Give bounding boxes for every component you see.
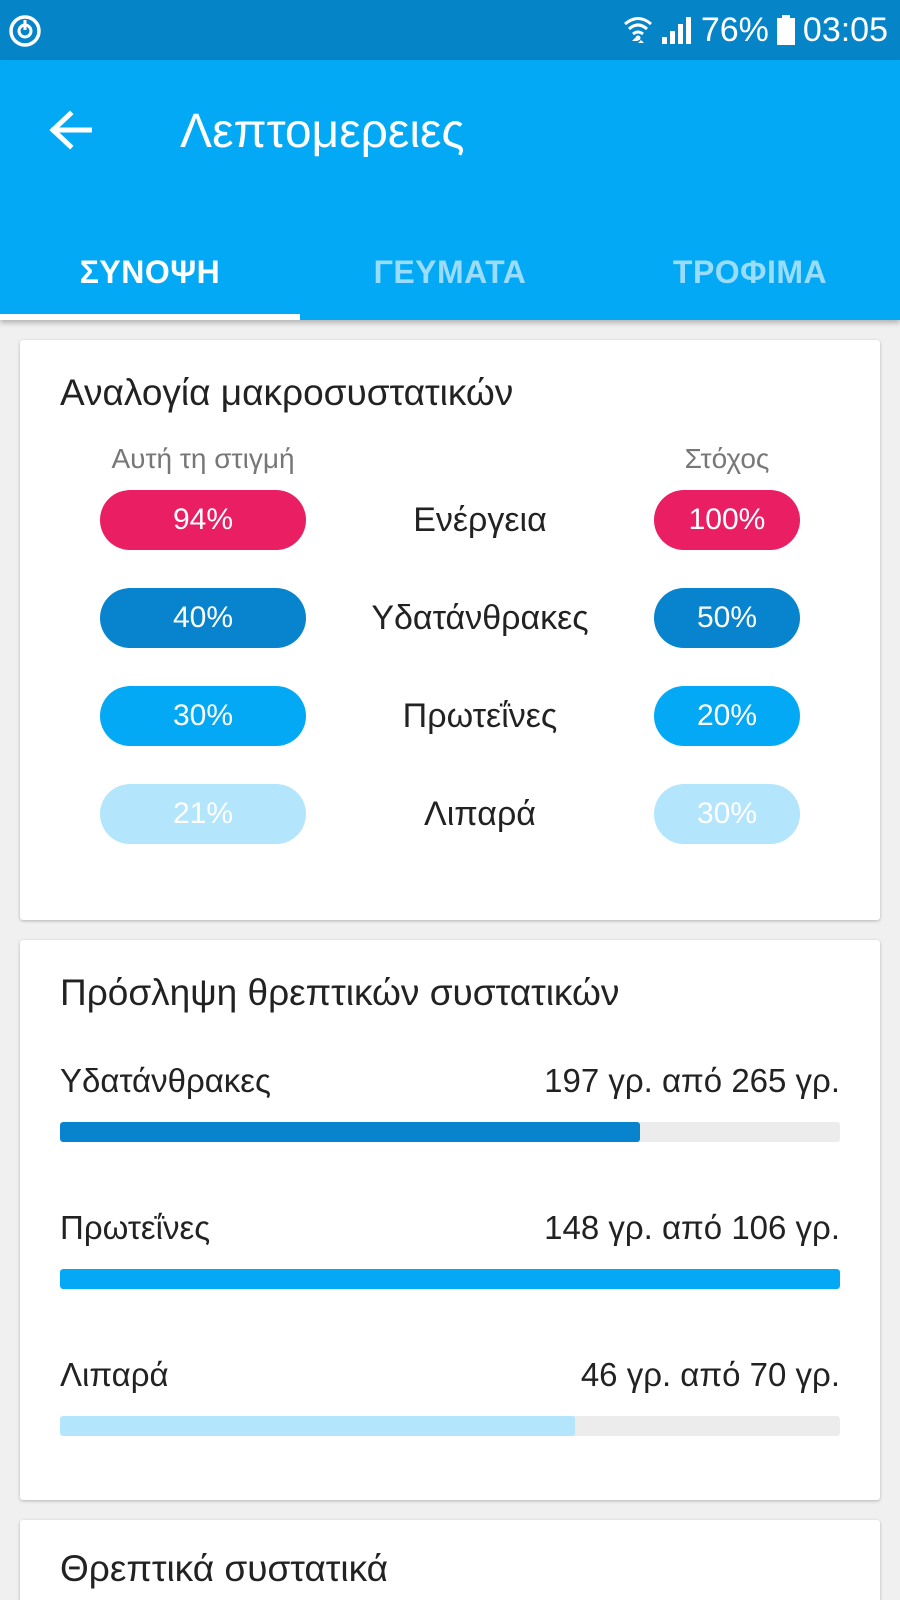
- nutrient-name: Υδατάνθρακες: [60, 1062, 271, 1099]
- macro-label: Υδατάνθρακες: [371, 599, 589, 637]
- progress-fill: [60, 1122, 640, 1142]
- nutrients-card: Θρεπτικά συστατικά: [20, 1520, 880, 1600]
- current-percent-pill: 94%: [100, 490, 306, 550]
- nutrient-name: Πρωτεΐνες: [60, 1209, 211, 1246]
- current-percent-pill: 30%: [100, 686, 306, 746]
- nutrient-name: Λιπαρά: [60, 1356, 169, 1393]
- progress-fill: [60, 1416, 575, 1436]
- current-percent-pill: 21%: [100, 784, 306, 844]
- current-column-header: Αυτή τη στιγμή: [111, 443, 295, 474]
- battery-percent: 76%: [700, 10, 769, 49]
- macro-label: Πρωτεΐνες: [402, 697, 558, 735]
- nutrient-value: 197 γρ. από 265 γρ.: [544, 1062, 840, 1099]
- goal-percent-pill: 50%: [654, 588, 800, 648]
- arrow-back-icon: [49, 110, 92, 150]
- macro-ratio-card: Αναλογία μακροσυστατικών Αυτή τη στιγμή …: [20, 340, 880, 920]
- app-bar: Λεπτομερειες ΣΥΝΟΨΗ ΓΕΥΜΑΤΑ ΤΡΟΦΙΜΑ: [0, 60, 900, 320]
- progress-track: [60, 1416, 840, 1436]
- app-notification-icon: [9, 15, 41, 47]
- progress-track: [60, 1269, 840, 1289]
- back-button[interactable]: [42, 102, 98, 158]
- goal-column-header: Στόχος: [684, 443, 770, 474]
- tab-indicator: [0, 314, 300, 320]
- macro-row: 40% Υδατάνθρακες 50%: [20, 588, 880, 650]
- macro-ratio-title: Αναλογία μακροσυστατικών: [60, 372, 514, 413]
- status-bar: 76% 03:05: [0, 0, 900, 60]
- macro-row: 30% Πρωτεΐνες 20%: [20, 686, 880, 748]
- page-title: Λεπτομερειες: [180, 105, 465, 158]
- macro-label: Ενέργεια: [413, 501, 547, 539]
- nutrient-item: Λιπαρά 46 γρ. από 70 γρ.: [60, 1356, 840, 1446]
- tab-foods[interactable]: ΤΡΟΦΙΜΑ: [672, 254, 828, 290]
- goal-percent-pill: 100%: [654, 490, 800, 550]
- nutrients-title: Θρεπτικά συστατικά: [60, 1548, 389, 1589]
- signal-icon: [661, 17, 691, 44]
- wifi-icon: [623, 17, 652, 43]
- macro-label: Λιπαρά: [424, 795, 536, 833]
- nutrient-value: 148 γρ. από 106 γρ.: [544, 1209, 840, 1246]
- macro-row: 21% Λιπαρά 30%: [20, 784, 880, 846]
- nutrient-item: Πρωτεΐνες 148 γρ. από 106 γρ.: [60, 1209, 840, 1299]
- progress-track: [60, 1122, 840, 1142]
- goal-percent-pill: 30%: [654, 784, 800, 844]
- battery-icon: [776, 15, 795, 45]
- nutrient-item: Υδατάνθρακες 197 γρ. από 265 γρ.: [60, 1062, 840, 1152]
- nutrient-value: 46 γρ. από 70 γρ.: [580, 1356, 840, 1393]
- progress-fill: [60, 1269, 840, 1289]
- clock: 03:05: [802, 10, 888, 49]
- nutrient-intake-card: Πρόσληψη θρεπτικών συστατικών Υδατάνθρακ…: [20, 940, 880, 1500]
- goal-percent-pill: 20%: [654, 686, 800, 746]
- macro-row: 94% Ενέργεια 100%: [20, 490, 880, 552]
- current-percent-pill: 40%: [100, 588, 306, 648]
- tab-summary[interactable]: ΣΥΝΟΨΗ: [79, 254, 221, 290]
- tab-bar: ΣΥΝΟΨΗ ΓΕΥΜΑΤΑ ΤΡΟΦΙΜΑ: [0, 225, 900, 320]
- tab-meals[interactable]: ΓΕΥΜΑΤΑ: [373, 254, 527, 290]
- nutrient-intake-title: Πρόσληψη θρεπτικών συστατικών: [60, 972, 620, 1013]
